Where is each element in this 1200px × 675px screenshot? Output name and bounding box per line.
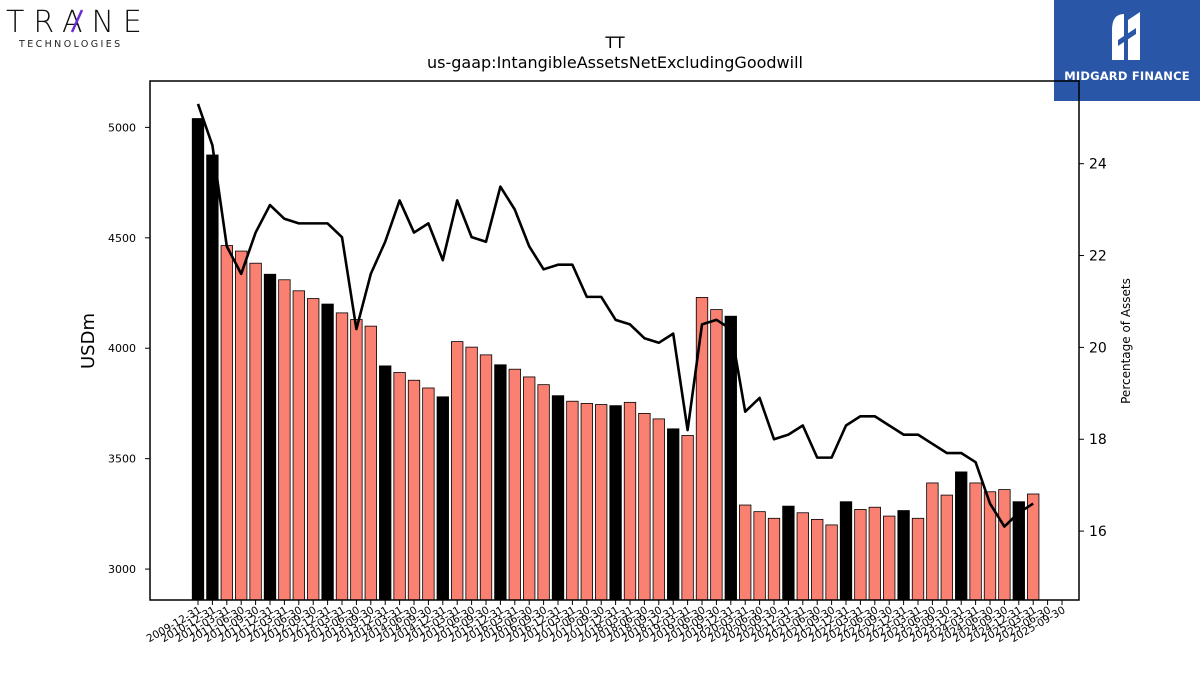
bar-2019-06-30 — [695, 297, 709, 601]
bar-2023-03-31 — [911, 517, 925, 601]
bar-2021-09-30 — [825, 524, 838, 601]
y-tick-label: 5000 — [108, 121, 136, 134]
bar-2016-06-30 — [523, 376, 536, 601]
bar-2015-12-31 — [494, 364, 507, 601]
bar-2022-06-30 — [868, 506, 881, 601]
y-axis-label: USDm — [78, 313, 99, 369]
trane-logo-wordmark: TRANE — [6, 5, 151, 40]
bar-2017-12-31 — [609, 405, 622, 601]
bar-2021-06-30 — [811, 518, 824, 601]
left-y-axis: 3000 3500 4000 4500 5000 — [108, 121, 150, 576]
bar-2018-09-30 — [652, 418, 665, 601]
bar-2020-03-31 — [739, 504, 752, 601]
bar-2017-03-31 — [566, 400, 579, 601]
bar-2012-06-30 — [292, 290, 305, 601]
y2-tick-label: 16 — [1089, 524, 1107, 540]
bar-2020-12-31 — [782, 505, 795, 601]
y2-axis-label: Percentage of Assets — [1119, 278, 1133, 404]
bar-2012-03-31 — [278, 279, 291, 601]
bar-2018-03-31 — [623, 401, 637, 601]
y2-tick-label: 20 — [1089, 340, 1107, 356]
bar-2011-09-30 — [249, 262, 262, 601]
bar-2013-06-30 — [350, 319, 363, 601]
bar-2016-12-31 — [551, 395, 565, 601]
chart-title: TT — [604, 33, 624, 52]
bar-2012-12-31 — [321, 303, 334, 601]
bar-2015-09-30 — [479, 354, 493, 601]
y-tick-label: 4500 — [108, 232, 136, 245]
bar-series — [191, 118, 1040, 601]
bar-2014-06-30 — [407, 379, 421, 601]
bar-2024-03-31 — [969, 482, 982, 601]
bar-2009-12-31 — [191, 118, 205, 601]
bar-2020-06-30 — [753, 511, 766, 601]
bar-2022-09-30 — [883, 515, 896, 601]
trane-technologies-logo: TRANE TECHNOLOGIES — [6, 5, 151, 50]
y-tick-label: 3500 — [108, 453, 136, 466]
plot-frame — [149, 80, 1080, 601]
bar-2018-06-30 — [638, 412, 651, 601]
bar-2011-06-30 — [235, 250, 248, 601]
percent-line-series — [196, 103, 1034, 528]
bar-2016-03-31 — [508, 368, 521, 601]
bar-2015-03-31 — [451, 341, 464, 601]
x-axis: 2009-12-312010-12-312011-03-312011-06-30… — [145, 600, 1068, 645]
bar-2014-09-30 — [422, 387, 435, 601]
midgard-emblem-icon — [1112, 12, 1140, 60]
bar-2022-12-31 — [897, 510, 910, 601]
bar-2023-12-31 — [955, 471, 968, 601]
trane-logo-subtext: TECHNOLOGIES — [18, 39, 123, 50]
bar-2012-09-30 — [307, 298, 320, 601]
bar-2011-12-31 — [263, 273, 277, 601]
bar-2023-09-30 — [940, 494, 953, 601]
bar-2013-12-31 — [379, 365, 392, 601]
y-tick-label: 3000 — [108, 563, 136, 576]
trane-logo-accent-icon — [70, 9, 84, 33]
bar-2020-09-30 — [767, 517, 781, 601]
bar-2023-06-30 — [926, 482, 939, 601]
bar-2013-09-30 — [364, 325, 377, 601]
chart-subtitle: us-gaap:IntangibleAssetsNetExcludingGood… — [427, 53, 803, 72]
bar-2016-09-30 — [537, 384, 550, 601]
right-y-axis: 16 18 20 22 24 — [1079, 157, 1107, 540]
percent-of-assets-line — [196, 103, 1034, 528]
bar-2025-03-31 — [1027, 493, 1040, 601]
y2-tick-label: 18 — [1089, 432, 1107, 448]
bar-2014-12-31 — [436, 396, 449, 601]
bar-2013-03-31 — [335, 312, 349, 601]
bar-2017-09-30 — [595, 404, 608, 601]
bar-2018-12-31 — [667, 428, 680, 601]
bar-2021-03-31 — [796, 512, 809, 601]
bar-2021-12-31 — [839, 501, 853, 601]
y2-tick-label: 24 — [1089, 157, 1107, 173]
bar-2015-06-30 — [465, 346, 478, 601]
midgard-finance-wordmark: MIDGARD FINANCE — [1064, 69, 1190, 83]
y-tick-label: 4000 — [108, 342, 136, 355]
bar-2022-03-31 — [854, 509, 867, 601]
bar-2024-09-30 — [998, 489, 1011, 601]
bar-2019-03-31 — [681, 435, 694, 601]
bar-2019-09-30 — [710, 309, 723, 601]
bar-2010-12-31 — [206, 154, 219, 601]
y2-tick-label: 22 — [1089, 249, 1107, 265]
bar-2011-03-31 — [220, 245, 233, 601]
bar-2017-06-30 — [580, 403, 593, 601]
bar-2014-03-31 — [393, 372, 406, 601]
